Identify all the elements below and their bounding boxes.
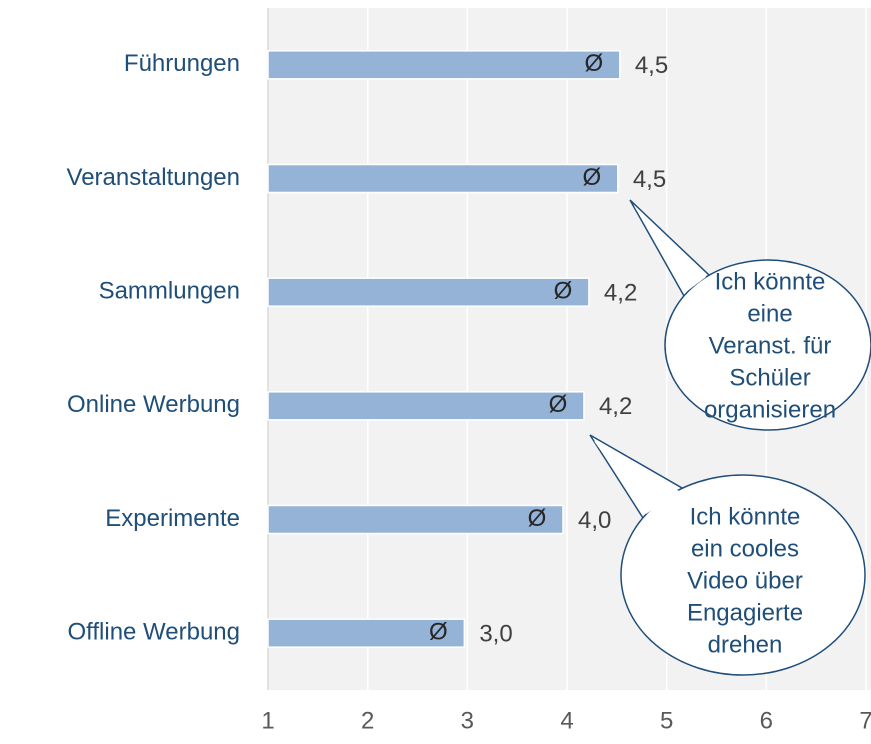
x-tick-label: 4 — [560, 707, 573, 734]
y-tick-label: Online Werbung — [67, 391, 240, 418]
callout-text: Ich könnte — [715, 268, 826, 295]
callout-text: eine — [747, 300, 792, 327]
value-label: 4,2 — [604, 280, 637, 307]
bar-marker: Ø — [582, 164, 601, 191]
bar — [267, 50, 621, 80]
callout-text: Video über — [687, 567, 803, 594]
callout-text: Engagierte — [687, 599, 803, 626]
callout-text: drehen — [708, 631, 783, 658]
bar-marker: Ø — [584, 50, 603, 77]
callout-joint — [594, 441, 679, 514]
bar — [267, 504, 564, 535]
callout-text: ein cooles — [691, 535, 799, 562]
x-tick-label: 5 — [660, 707, 673, 734]
y-tick-label: Offline Werbung — [67, 619, 240, 646]
x-tick-label: 6 — [760, 707, 773, 734]
callout-text: organisieren — [704, 396, 836, 423]
x-tick-label: 1 — [261, 707, 274, 734]
callout-joint — [634, 206, 706, 292]
y-tick-label: Sammlungen — [99, 278, 240, 305]
bar — [267, 391, 585, 421]
x-tick-label: 7 — [859, 707, 871, 734]
y-tick-label: Veranstaltungen — [67, 164, 240, 191]
y-tick-label: Experimente — [105, 505, 240, 532]
value-label: 4,5 — [635, 52, 668, 79]
bar-marker: Ø — [549, 391, 568, 418]
bar — [267, 618, 466, 648]
bar-marker: Ø — [528, 505, 547, 532]
bar — [267, 163, 619, 194]
callout-bubble — [620, 474, 866, 676]
y-tick-label: Führungen — [124, 50, 240, 77]
value-label: 4,5 — [633, 166, 666, 193]
x-tick-label: 3 — [461, 707, 474, 734]
callout-bubble — [664, 259, 871, 431]
bar-marker: Ø — [554, 278, 573, 305]
callout-text: Veranst. für — [709, 332, 832, 359]
bar — [267, 277, 590, 307]
callout-text: Schüler — [729, 364, 810, 391]
bars — [267, 50, 621, 648]
value-label: 4,2 — [599, 393, 632, 420]
x-tick-label: 2 — [361, 707, 374, 734]
value-label: 3,0 — [479, 621, 512, 648]
callout-text: Ich könnte — [690, 503, 801, 530]
value-label: 4,0 — [578, 507, 611, 534]
callouts — [589, 199, 871, 676]
bar-marker: Ø — [429, 619, 448, 646]
